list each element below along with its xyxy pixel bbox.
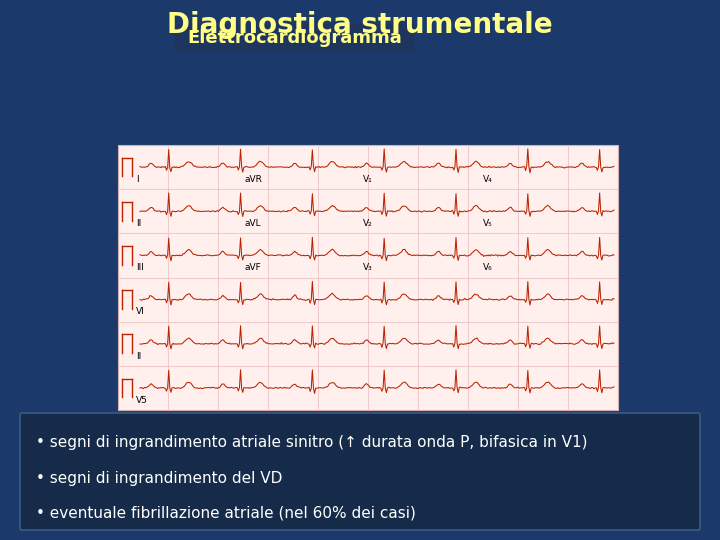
Text: Elettrocardiogramma: Elettrocardiogramma xyxy=(188,29,402,47)
Text: aVF: aVF xyxy=(245,264,261,272)
Text: • eventuale fibrillazione atriale (nel 60% dei casi): • eventuale fibrillazione atriale (nel 6… xyxy=(36,505,416,521)
Text: II: II xyxy=(136,352,141,361)
Text: II: II xyxy=(136,219,141,228)
Text: V5: V5 xyxy=(136,396,148,405)
Text: • segni di ingrandimento atriale sinitro (↑ durata onda P, bifasica in V1): • segni di ingrandimento atriale sinitro… xyxy=(36,435,588,450)
FancyBboxPatch shape xyxy=(118,145,618,410)
Text: V₅: V₅ xyxy=(483,219,493,228)
Text: V₄: V₄ xyxy=(483,175,493,184)
Text: V₃: V₃ xyxy=(363,264,373,272)
Text: V₁: V₁ xyxy=(363,175,373,184)
FancyBboxPatch shape xyxy=(20,413,700,530)
Text: I: I xyxy=(136,175,139,184)
Text: V₂: V₂ xyxy=(363,219,373,228)
FancyBboxPatch shape xyxy=(175,24,415,52)
Text: aVR: aVR xyxy=(244,175,262,184)
Text: Diagnostica strumentale: Diagnostica strumentale xyxy=(167,11,553,39)
Text: Vl: Vl xyxy=(136,307,145,316)
Text: • segni di ingrandimento del VD: • segni di ingrandimento del VD xyxy=(36,470,282,485)
Text: III: III xyxy=(136,264,144,272)
Text: V₆: V₆ xyxy=(483,264,493,272)
Text: aVL: aVL xyxy=(245,219,261,228)
